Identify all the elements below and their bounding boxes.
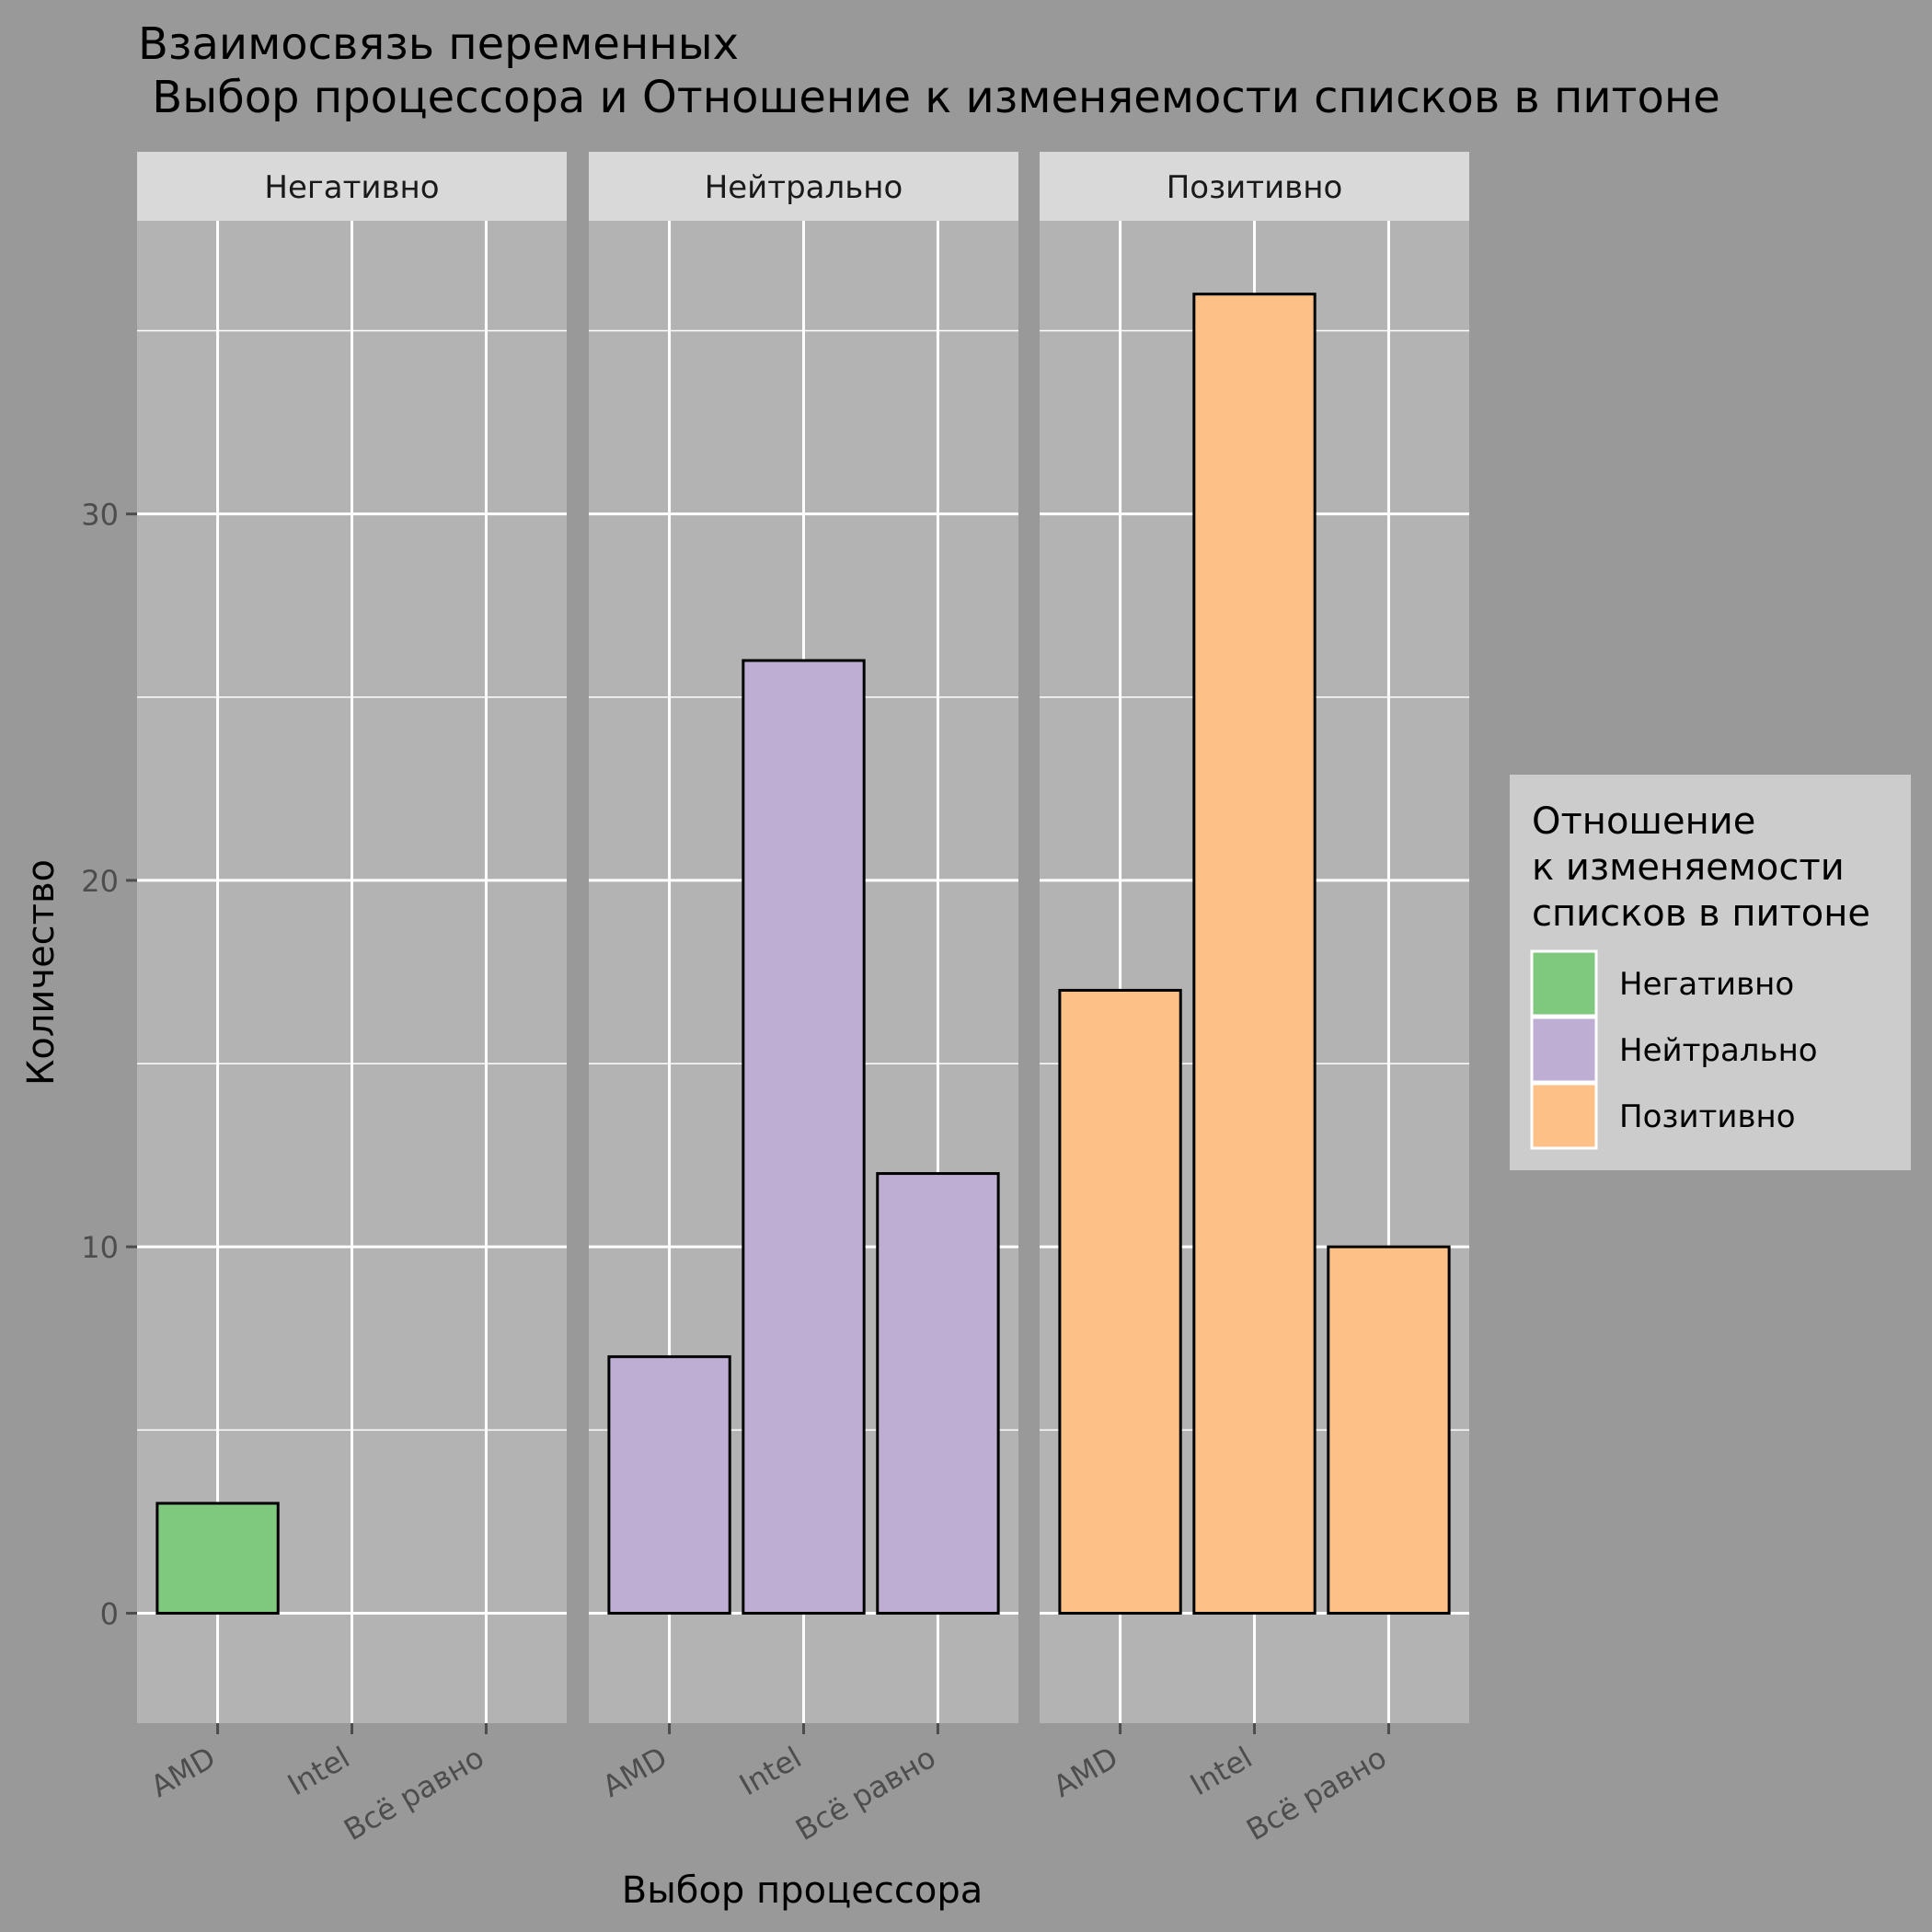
x-tick-label: AMD — [596, 1740, 673, 1804]
x-tick-label: Intel — [282, 1740, 355, 1802]
y-tick-label: 20 — [81, 864, 119, 899]
bar — [607, 1355, 731, 1616]
y-axis: 0 10 20 30 — [81, 498, 137, 1632]
x-tick-label: Intel — [733, 1740, 807, 1802]
bar — [1327, 1245, 1451, 1616]
bar — [876, 1172, 1000, 1616]
x-tick-label: AMD — [144, 1740, 221, 1804]
legend-swatch — [1530, 1016, 1598, 1084]
facet-strip-label: Негативно — [264, 169, 439, 206]
x-tick-label: Всё равно — [338, 1740, 489, 1847]
facet-strip-label: Нейтрально — [705, 169, 903, 206]
x-axis-title: Выбор процессора — [622, 1869, 983, 1912]
legend: Отношение к изменяемости списков в питон… — [1510, 775, 1911, 1170]
facet-strip-label: Позитивно — [1167, 169, 1343, 206]
legend-title-line-1: Отношение — [1532, 800, 1755, 843]
bar — [1192, 293, 1317, 1616]
x-tick-label: Intel — [1184, 1740, 1258, 1802]
y-tick-label: 30 — [81, 498, 119, 533]
legend-swatch — [1530, 949, 1598, 1018]
chart-title-line-1: Взаимосвязь переменных — [138, 18, 739, 70]
bar — [742, 659, 866, 1616]
legend-swatch — [1530, 1082, 1598, 1150]
bar — [1058, 988, 1182, 1616]
chart-title-line-2: Выбор процессора и Отношение к изменяемо… — [138, 72, 1720, 123]
bar — [155, 1501, 280, 1616]
x-tick-label: AMD — [1047, 1740, 1123, 1804]
facet-strip — [137, 152, 567, 221]
x-tick-label: Всё равно — [789, 1740, 941, 1847]
facet-strip — [589, 152, 1018, 221]
x-tick-label: Всё равно — [1240, 1740, 1392, 1847]
legend-label: Негативно — [1619, 966, 1794, 1003]
legend-label: Позитивно — [1619, 1098, 1796, 1135]
facet-strip — [1040, 152, 1469, 221]
legend-items: Негативно Нейтрально Позитивно — [1530, 949, 1818, 1150]
legend-title-line-2: к изменяемости — [1532, 846, 1845, 889]
legend-label: Нейтрально — [1619, 1032, 1818, 1069]
y-axis-title: Количество — [20, 859, 63, 1086]
y-tick-label: 10 — [81, 1230, 119, 1265]
y-tick-label: 0 — [100, 1597, 119, 1632]
legend-title-line-3: списков в питоне — [1532, 892, 1870, 935]
